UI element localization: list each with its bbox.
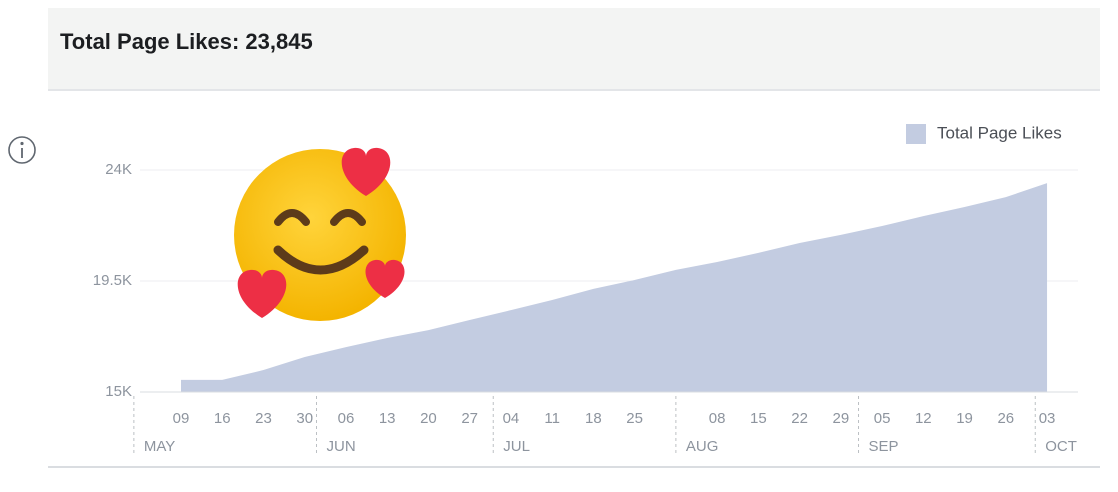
emoji-sticker — [234, 147, 406, 321]
x-tick-label: 03 — [1039, 410, 1056, 427]
x-tick-label: 13 — [379, 410, 396, 427]
month-label: SEP — [869, 438, 899, 455]
x-tick-label: 25 — [626, 410, 643, 427]
info-icon — [8, 136, 36, 164]
x-tick-label: 29 — [832, 410, 849, 427]
x-tick-label: 27 — [461, 410, 478, 427]
area — [181, 183, 1048, 392]
month-label: JUL — [503, 438, 530, 455]
x-tick-label: 04 — [503, 410, 520, 427]
month-label: JUN — [327, 438, 356, 455]
x-tick-label: 16 — [214, 410, 231, 427]
month-label: OCT — [1045, 438, 1077, 455]
month-label: AUG — [686, 438, 719, 455]
y-tick-label: 19.5K — [93, 272, 132, 289]
x-tick-label: 22 — [791, 410, 808, 427]
x-tick-label: 08 — [709, 410, 726, 427]
x-tick-label: 18 — [585, 410, 602, 427]
x-tick-label: 09 — [173, 410, 190, 427]
x-tick-label: 26 — [997, 410, 1014, 427]
month-label: MAY — [144, 438, 175, 455]
x-tick-label: 30 — [296, 410, 313, 427]
chart-title: Total Page Likes: 23,845 — [60, 29, 313, 54]
x-tick-label: 12 — [915, 410, 932, 427]
x-tick-label: 20 — [420, 410, 437, 427]
x-tick-label: 11 — [544, 410, 560, 427]
y-tick-label: 15K — [105, 383, 132, 400]
x-tick-label: 06 — [338, 410, 355, 427]
legend-swatch — [906, 124, 926, 144]
x-tick-label: 23 — [255, 410, 272, 427]
y-tick-label: 24K — [105, 161, 132, 178]
legend-label: Total Page Likes — [937, 123, 1062, 142]
x-tick-label: 19 — [956, 410, 973, 427]
x-tick-label: 05 — [874, 410, 891, 427]
x-tick-label: 15 — [750, 410, 767, 427]
header-bg — [48, 8, 1100, 90]
